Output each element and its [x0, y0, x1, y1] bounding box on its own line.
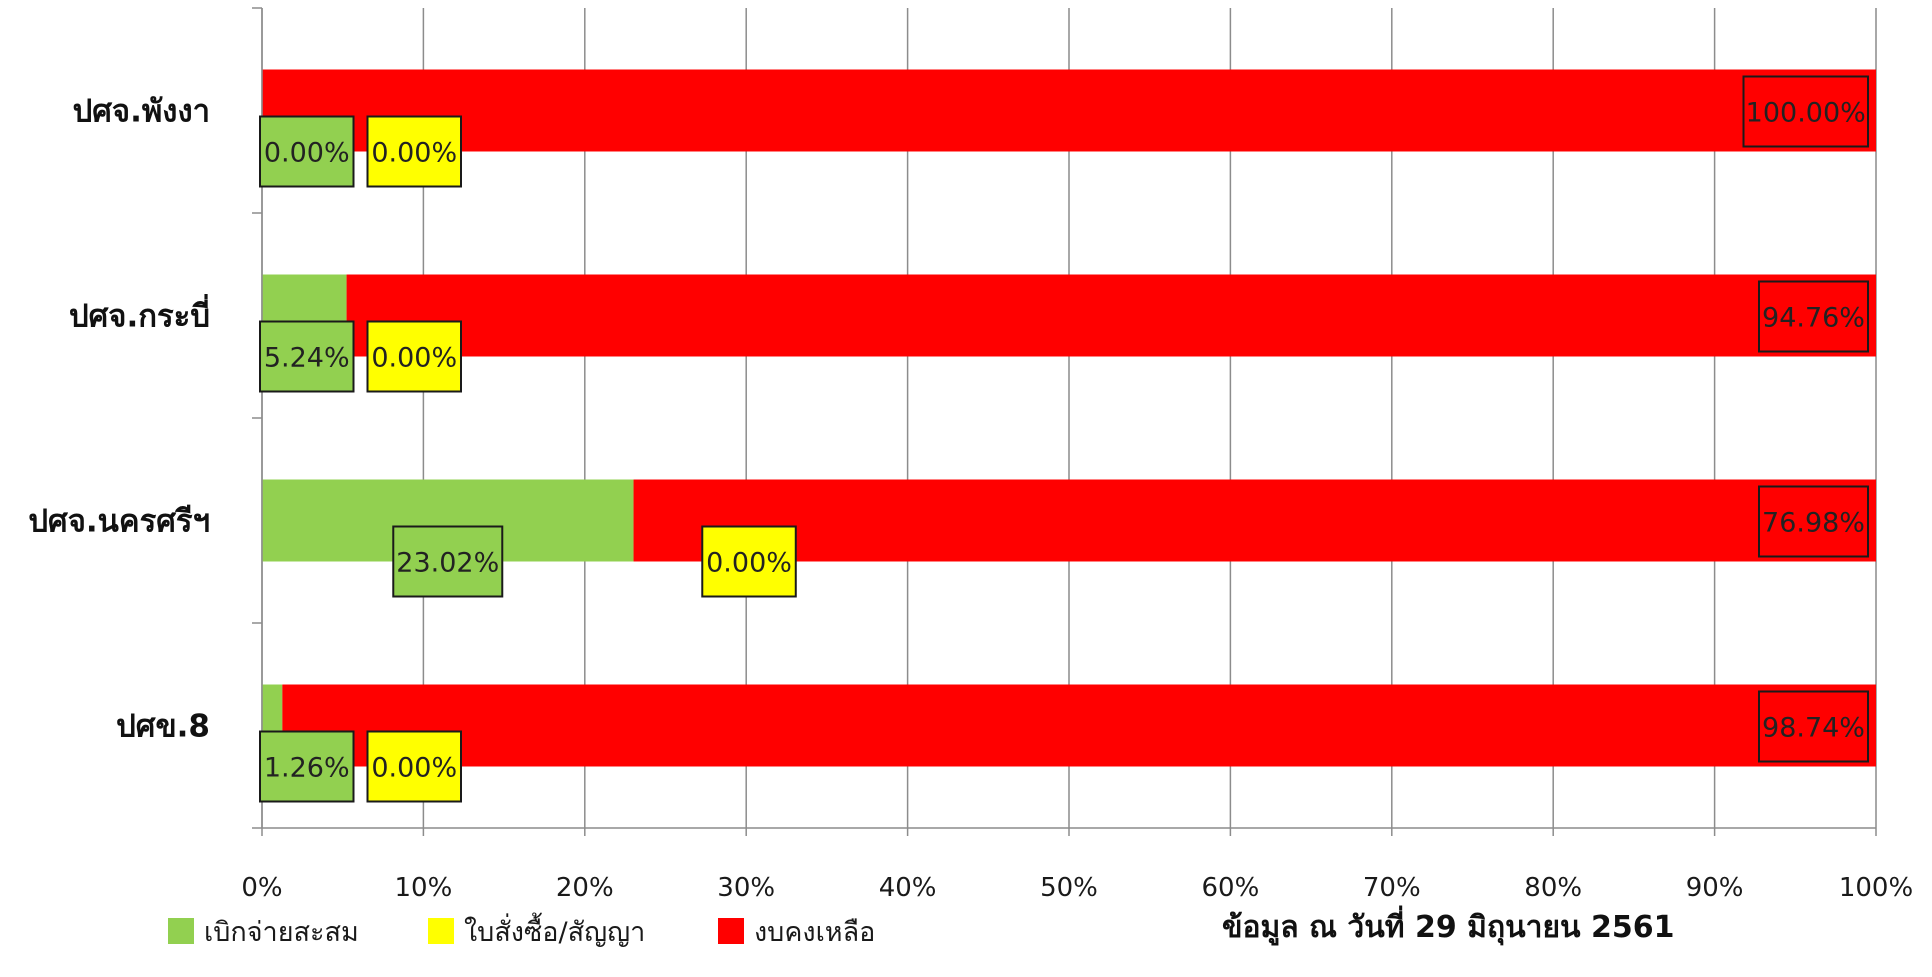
category-label: ปศจ.นครศรีฯ [28, 504, 210, 540]
data-label: 0.00% [371, 343, 457, 374]
legend-label: เบิกจ่ายสะสม [204, 917, 359, 948]
bar-segment [346, 274, 1876, 357]
data-label-box [259, 730, 355, 803]
x-tick-label: 40% [879, 873, 937, 903]
legend-swatch [168, 918, 194, 944]
data-date-note: ข้อมูล ณ วันที่ 29 มิถุนายน 2561 [1222, 905, 1675, 946]
data-label: 100.00% [1746, 98, 1866, 129]
x-tick-label: 30% [717, 873, 775, 903]
data-label-box [1742, 75, 1869, 148]
data-label-box [1758, 485, 1869, 558]
data-label: 0.00% [264, 138, 350, 169]
data-label: 1.26% [264, 753, 350, 784]
data-label-box [259, 115, 355, 188]
data-label-box [392, 525, 504, 598]
data-label: 0.00% [706, 548, 792, 579]
x-tick-label: 80% [1524, 873, 1582, 903]
x-tick-label: 90% [1686, 873, 1744, 903]
x-tick-label: 10% [395, 873, 453, 903]
data-label-box [1758, 690, 1869, 763]
x-tick-label: 50% [1040, 873, 1098, 903]
x-axis-tick-labels: 0% 10% 20% 30% 40% 50% 60% 70% 80% 90% 100% [241, 873, 1913, 903]
category-label: ปศจ.กระบี่ [69, 294, 210, 335]
x-tick-label: 100% [1839, 873, 1913, 903]
data-label: 94.76% [1762, 303, 1865, 334]
data-label-box [1758, 280, 1869, 353]
legend: เบิกจ่ายสะสม ใบสั่งซื้อ/สัญญา งบคงเหลือ [168, 912, 875, 948]
data-label: 23.02% [396, 548, 499, 579]
data-label-box [366, 730, 462, 803]
x-tick-label: 0% [241, 873, 282, 903]
bar-segment [282, 684, 1876, 767]
data-label: 5.24% [264, 343, 350, 374]
category-label: ปศจ.พังงา [73, 94, 210, 130]
data-label-box [366, 320, 462, 393]
bars [262, 69, 1877, 767]
x-tick-label: 20% [556, 873, 614, 903]
legend-label: ใบสั่งซื้อ/สัญญา [464, 912, 645, 948]
x-tick-label: 70% [1363, 873, 1421, 903]
data-label: 0.00% [371, 753, 457, 784]
data-label-box [701, 525, 797, 598]
data-label: 76.98% [1762, 508, 1865, 539]
data-label-box [259, 320, 355, 393]
category-label: ปศข.8 [116, 709, 210, 745]
data-label: 0.00% [371, 138, 457, 169]
bar-segment [633, 479, 1877, 562]
legend-swatch [718, 918, 744, 944]
legend-swatch [428, 918, 454, 944]
legend-label: งบคงเหลือ [754, 917, 875, 948]
data-label-box [366, 115, 462, 188]
bar-segment [262, 69, 1876, 152]
x-tick-label: 60% [1202, 873, 1260, 903]
data-label: 98.74% [1762, 713, 1865, 744]
data-labels: 0.00% 0.00% 100.00% 5.24% 0.00% 94.76% 23.02% 0… [259, 75, 1869, 803]
